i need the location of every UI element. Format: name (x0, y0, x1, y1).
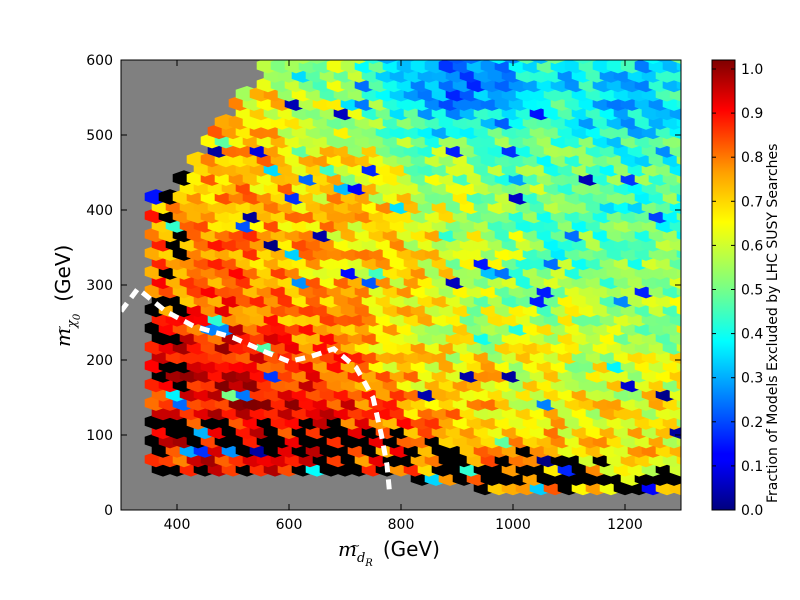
colorbar-tick-label: 0.8 (741, 150, 763, 166)
colorbar-tick-label: 0.9 (741, 106, 763, 122)
hex-cell (375, 60, 399, 64)
y-tick-label: 400 (86, 203, 113, 219)
y-tick-label: 100 (86, 428, 113, 444)
colorbar-tick-label: 0.6 (741, 238, 763, 254)
y-tick-label: 200 (86, 353, 113, 369)
y-label-accent: ~ (53, 325, 66, 334)
y-tick-label: 300 (86, 278, 113, 294)
hex-cell (459, 60, 483, 64)
colorbar-tick-label: 0.5 (741, 283, 763, 299)
y-tick-label: 0 (104, 503, 113, 519)
colorbar-tick-label: 0.1 (741, 459, 763, 475)
x-label-accent: ~ (351, 539, 360, 552)
colorbar-ticks: 0.0 0.1 0.2 0.3 0.4 0.5 0.6 0.7 0.8 0.9 1.0 (712, 62, 763, 519)
x-tick-label: 1200 (607, 517, 643, 533)
colorbar-tick-label: 0.0 (741, 503, 763, 519)
y-axis-label: mχ0(GeV) (51, 245, 83, 347)
hex-cell (543, 60, 567, 64)
y-tick-label: 500 (86, 128, 113, 144)
x-tick-label: 800 (388, 517, 415, 533)
colorbar-tick-label: 0.7 (741, 194, 763, 210)
colorbar (711, 59, 736, 511)
y-tick-label: 600 (86, 53, 113, 69)
colorbar-tick-label: 1.0 (741, 62, 763, 78)
hexbin-cells (144, 60, 681, 496)
colorbar-label: Fraction of Models Excluded by LHC SUSY … (765, 144, 781, 503)
colorbar-tick-label: 0.4 (741, 327, 763, 343)
exclusion-contour-line (121, 285, 393, 496)
hex-cell (571, 60, 595, 64)
x-tick-label: 400 (164, 517, 191, 533)
x-tick-label: 1000 (495, 517, 531, 533)
hex-cell (305, 60, 329, 64)
hex-cell (669, 60, 681, 64)
colorbar-tick-label: 0.2 (741, 415, 763, 431)
axes: 400 600 800 1000 1200 0 100 200 300 400 500 600 (86, 53, 681, 533)
x-tick-label: 600 (276, 517, 303, 533)
x-axis-label: mdR(GeV) (338, 537, 440, 569)
colorbar-tick-label: 0.3 (741, 371, 763, 387)
